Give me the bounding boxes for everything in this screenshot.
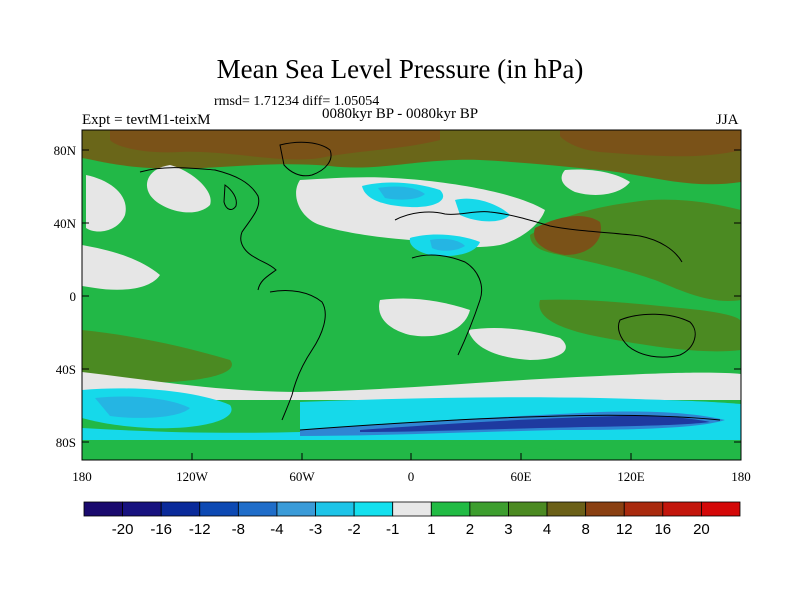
colorbar-label: -3	[309, 521, 322, 538]
colorbar: -20 -16 -12 -8 -4 -3 -2 -1 1 2 3 4 8 12 16 20	[83, 501, 741, 538]
antarctic-green-band	[82, 440, 741, 460]
colorbar-swatch	[623, 501, 664, 517]
low-north-atlantic-core	[378, 186, 425, 200]
colorbar-swatch	[701, 501, 741, 517]
colorbar-label: 2	[466, 521, 474, 538]
page-title: Mean Sea Level Pressure (in hPa)	[216, 54, 584, 84]
coast-australia	[617, 313, 696, 358]
low-south-pacific-core	[95, 396, 190, 418]
colorbar-swatch	[392, 501, 432, 517]
neutral-patch-siberia	[561, 169, 630, 195]
colorbar-label: 16	[654, 521, 671, 538]
neutral-patch-eq-pacific	[82, 245, 160, 290]
colorbar-swatch	[122, 501, 162, 517]
coast-north-america	[139, 167, 277, 291]
pressure-anomaly-field	[82, 130, 741, 460]
colorbar-swatch	[315, 501, 355, 517]
colorbar-label: -2	[347, 521, 360, 538]
lat-label: 80S	[56, 435, 76, 450]
neutral-patch-eq-atlantic	[379, 298, 470, 337]
neutral-patch-pacific	[86, 175, 126, 232]
lat-label: 80N	[54, 143, 77, 158]
arctic-brown-region	[110, 130, 440, 160]
colorbar-swatch	[546, 501, 587, 517]
colorbar-label: -20	[112, 521, 134, 538]
colorbar-swatch	[160, 501, 201, 517]
period-subtitle: 0080kyr BP - 0080kyr BP	[322, 106, 479, 122]
low-europe-cyan	[455, 198, 510, 222]
colorbar-label: 4	[543, 521, 551, 538]
coast-eurasia	[394, 211, 683, 263]
coast-greenland	[279, 141, 332, 177]
colorbar-swatch	[469, 501, 509, 517]
colorbar-label: -1	[386, 521, 399, 538]
low-mediterranean-core	[430, 238, 465, 251]
tick-marks	[81, 149, 742, 460]
colorbar-swatch	[662, 501, 702, 517]
lon-label: 60W	[289, 469, 315, 484]
colorbar-label: 12	[616, 521, 633, 538]
neutral-patch-indian	[468, 327, 566, 360]
neutral-patch-canada	[146, 165, 211, 213]
colorbar-swatch	[237, 501, 278, 517]
siberia-brown-region	[560, 130, 741, 157]
coast-hudson-bay	[223, 184, 237, 210]
colorbar-swatch	[508, 501, 548, 517]
lon-label: 0	[408, 469, 415, 484]
colorbar-swatch	[430, 501, 471, 517]
stats-label: rmsd= 1.71234 diff= 1.05054	[214, 94, 380, 109]
colorbar-swatch	[83, 501, 123, 517]
lat-label: 40N	[54, 216, 77, 231]
south-pacific-olive	[82, 330, 232, 383]
coast-antarctica	[299, 414, 721, 431]
colorbar-label: 3	[504, 521, 512, 538]
australia-olive	[539, 299, 741, 352]
season-label: JJA	[716, 112, 739, 128]
colorbar-label: -16	[150, 521, 172, 538]
lat-label: 40S	[56, 362, 76, 377]
lon-label: 120E	[617, 469, 645, 484]
lon-label: 180	[731, 469, 751, 484]
coast-africa	[411, 254, 483, 356]
antarctic-coast-navy	[360, 415, 710, 432]
colorbar-swatch	[276, 501, 316, 517]
lon-label: 120W	[176, 469, 209, 484]
coast-south-america	[269, 289, 326, 421]
coastlines	[139, 141, 721, 431]
neutral-band-south	[82, 372, 741, 400]
colorbar-label: -12	[189, 521, 211, 538]
experiment-label: Expt = tevtM1-teixM	[82, 112, 211, 128]
colorbar-label: 8	[581, 521, 589, 538]
lat-label: 0	[70, 289, 77, 304]
colorbar-swatch	[199, 501, 239, 517]
lon-label: 60E	[511, 469, 532, 484]
colorbar-label: -8	[232, 521, 245, 538]
colorbar-label: -4	[270, 521, 283, 538]
colorbar-label: 1	[427, 521, 435, 538]
antarctic-green-patch	[420, 445, 560, 455]
colorbar-swatch	[353, 501, 394, 517]
colorbar-swatch	[585, 501, 625, 517]
lon-label: 180	[72, 469, 92, 484]
colorbar-label: 20	[693, 521, 710, 538]
